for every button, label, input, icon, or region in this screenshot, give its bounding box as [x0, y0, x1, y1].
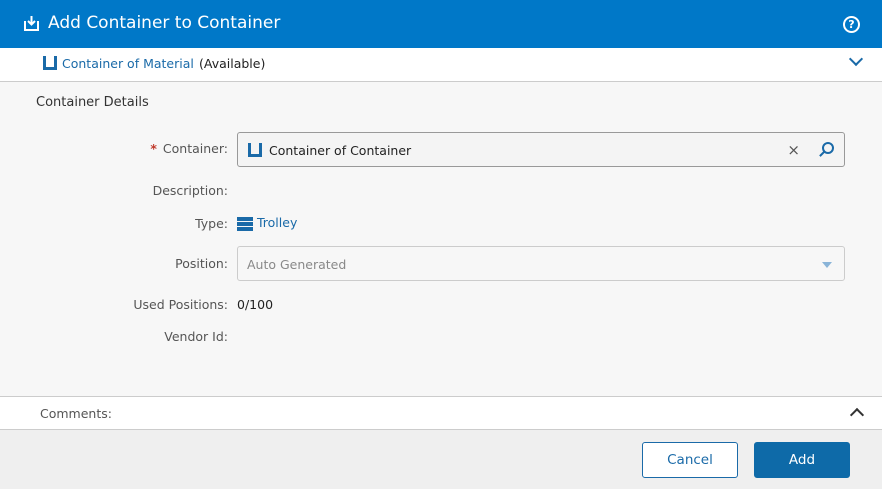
caret-down-icon	[822, 262, 832, 273]
material-status: (Available)	[199, 56, 266, 71]
add-button[interactable]: Add	[754, 442, 850, 478]
container-icon	[248, 143, 262, 157]
container-label: * Container:	[150, 141, 228, 156]
chevron-up-icon[interactable]	[849, 407, 865, 423]
list-icon	[237, 216, 253, 231]
help-icon[interactable]: ?	[843, 16, 860, 33]
dialog-title: Add Container to Container	[48, 13, 281, 33]
container-icon	[43, 56, 57, 70]
section-title: Container Details	[36, 95, 149, 110]
type-link[interactable]: Trolley	[257, 215, 298, 230]
position-value: Auto Generated	[247, 257, 347, 272]
position-label: Position:	[175, 256, 228, 271]
used-positions-value: 0/100	[237, 297, 274, 312]
type-label: Type:	[195, 216, 228, 231]
container-label-text: Container:	[162, 141, 228, 156]
container-input[interactable]: Container of Container ×	[237, 132, 845, 167]
comments-label: Comments:	[40, 406, 112, 421]
dialog-footer: Cancel Add	[0, 430, 882, 489]
used-positions-label: Used Positions:	[133, 297, 228, 312]
vendor-id-label: Vendor Id:	[164, 329, 228, 344]
chevron-down-icon[interactable]	[848, 51, 864, 67]
clear-icon[interactable]: ×	[787, 141, 800, 159]
container-value: Container of Container	[269, 143, 412, 158]
comments-row[interactable]: Comments:	[0, 396, 882, 430]
download-into-icon	[24, 16, 39, 31]
description-label: Description:	[152, 183, 228, 198]
position-select[interactable]: Auto Generated	[237, 246, 845, 281]
cancel-button[interactable]: Cancel	[642, 442, 738, 478]
material-row[interactable]: Container of Material (Available)	[0, 48, 882, 82]
dialog-header: Add Container to Container ?	[0, 0, 882, 48]
type-value[interactable]: Trolley	[237, 215, 297, 231]
material-name-link[interactable]: Container of Material	[62, 56, 194, 71]
search-icon[interactable]	[822, 142, 834, 154]
required-mark: *	[150, 141, 157, 156]
